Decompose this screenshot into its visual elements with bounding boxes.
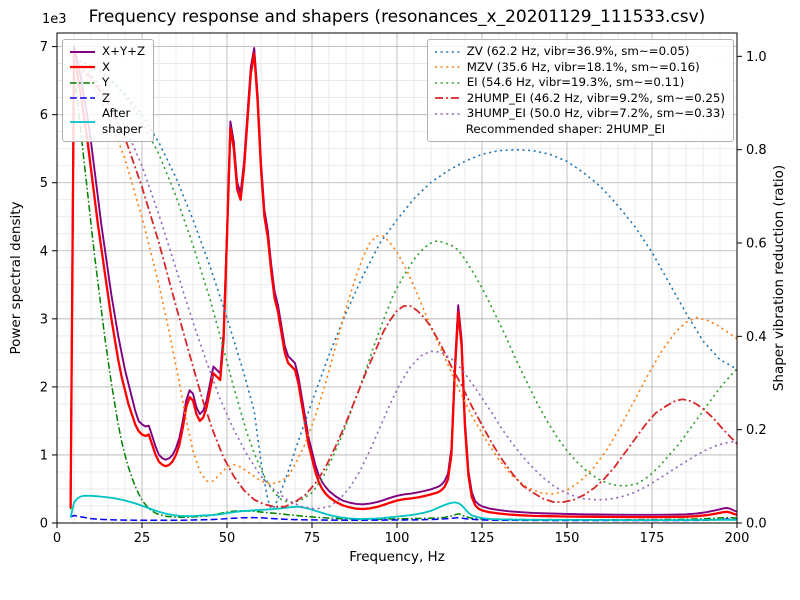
legend-shapers-sample-line-4 [434, 112, 460, 115]
y-left-axis-label: Power spectral density [8, 201, 24, 354]
x-tick-label: 100 [385, 531, 410, 546]
y-right-tick-label: 0.6 [746, 237, 767, 252]
series-z-line [70, 514, 737, 522]
x-tick-label: 25 [134, 531, 151, 546]
series-xyz-line [69, 45, 737, 516]
legend-psd-sample-line-4 [70, 120, 95, 123]
series-mzv-line [73, 62, 737, 495]
y-left-tick-label: 5 [40, 176, 48, 191]
legend-shapers-item-1: MZV (35.6 Hz, vibr=18.1%, sm~=0.16) [434, 60, 725, 76]
legend-psd-label-1: X [102, 59, 111, 74]
legend-psd-item-2: Y [69, 75, 145, 91]
legend-psd-sample-line-0 [70, 50, 95, 53]
legend-psd-label-4: After shaper [102, 106, 143, 136]
plot-series [69, 45, 737, 522]
series-3hump_ei-line [73, 62, 737, 510]
legend-shapers-sample-line-2 [434, 81, 460, 84]
legend-psd-item-0: X+Y+Z [69, 44, 145, 60]
legend-shapers-item-2: EI (54.6 Hz, vibr=19.3%, sm~=0.11) [434, 75, 725, 91]
y-right-tick-label: 1.0 [746, 50, 767, 65]
legend-shapers-sample-line-1 [434, 66, 460, 69]
x-tick-label: 200 [725, 531, 750, 546]
x-tick-label: 50 [219, 531, 236, 546]
legend-psd-item-4: After shaper [69, 106, 145, 137]
axis-ticks: 0 25 50 75 100 125 150 175 200 0 1 2 3 4 5 6 7 0.0 0.2 0.4 0… [40, 40, 767, 546]
series-2hump_ei-line [73, 62, 737, 508]
y-left-tick-label: 7 [40, 40, 48, 55]
y-right-tick-label: 0.4 [746, 330, 767, 345]
x-tick-label: 125 [470, 531, 495, 546]
y-left-tick-label: 1 [40, 448, 48, 463]
legend-shapers: ZV (62.2 Hz, vibr=36.9%, sm~=0.05) MZV (3… [426, 39, 734, 142]
legend-shapers-item-0: ZV (62.2 Hz, vibr=36.9%, sm~=0.05) [434, 44, 725, 60]
series-ei-line [73, 57, 737, 503]
chart-title: Frequency response and shapers (resonanc… [89, 7, 706, 27]
legend-psd-item-3: Z [69, 91, 145, 107]
legend-psd-sample-line-1 [70, 66, 95, 69]
x-tick-label: 0 [53, 531, 61, 546]
legend-psd-label-3: Z [102, 90, 111, 105]
legend-psd: X+Y+Z X Y Z After shaper [62, 39, 155, 142]
y-right-tick-label: 0.2 [746, 423, 767, 438]
x-tick-label: 75 [304, 531, 321, 546]
legend-psd-sample-line-2 [70, 82, 95, 84]
y-left-tick-label: 4 [40, 244, 48, 259]
legend-shapers-label-1: MZV (35.6 Hz, vibr=18.1%, sm~=0.16) [466, 59, 700, 74]
y-left-tick-label: 3 [40, 312, 48, 327]
y-right-tick-label: 0.0 [746, 517, 767, 532]
legend-shapers-item-4: 3HUMP_EI (50.0 Hz, vibr=7.2%, sm~=0.33) [434, 106, 725, 122]
legend-psd-sample-line-3 [70, 97, 95, 99]
series-zv-line [73, 57, 737, 510]
x-tick-label: 175 [640, 531, 665, 546]
y-left-tick-label: 0 [40, 517, 48, 532]
series-x-line [69, 52, 737, 519]
legend-psd-label-2: Y [102, 75, 110, 89]
legend-shapers-label-3: 2HUMP_EI (46.2 Hz, vibr=9.2%, sm~=0.25) [466, 90, 725, 105]
legend-shapers-item-3: 2HUMP_EI (46.2 Hz, vibr=9.2%, sm~=0.25) [434, 91, 725, 107]
legend-shapers-recommended-note: Recommended shaper: 2HUMP_EI [465, 121, 666, 136]
legend-shapers-label-4: 3HUMP_EI (50.0 Hz, vibr=7.2%, sm~=0.33) [466, 106, 725, 120]
y-right-axis-label: Shaper vibration reduction (ratio) [771, 165, 787, 391]
legend-shapers-sample-line-3 [434, 97, 460, 100]
x-tick-label: 150 [555, 531, 580, 546]
x-axis-label: Frequency, Hz [349, 549, 445, 565]
y-left-tick-label: 2 [40, 380, 48, 395]
y-right-tick-label: 0.8 [746, 143, 767, 158]
legend-psd-item-1: X [69, 60, 145, 76]
series-after-line [69, 494, 737, 521]
legend-shapers-label-2: EI (54.6 Hz, vibr=19.3%, sm~=0.11) [466, 75, 685, 89]
legend-shapers-label-0: ZV (62.2 Hz, vibr=36.9%, sm~=0.05) [466, 44, 690, 58]
y-left-tick-label: 6 [40, 108, 48, 123]
y-left-offset-text: 1e3 [42, 12, 67, 27]
legend-shapers-sample-line-0 [434, 50, 460, 53]
legend-psd-label-0: X+Y+Z [102, 44, 146, 58]
